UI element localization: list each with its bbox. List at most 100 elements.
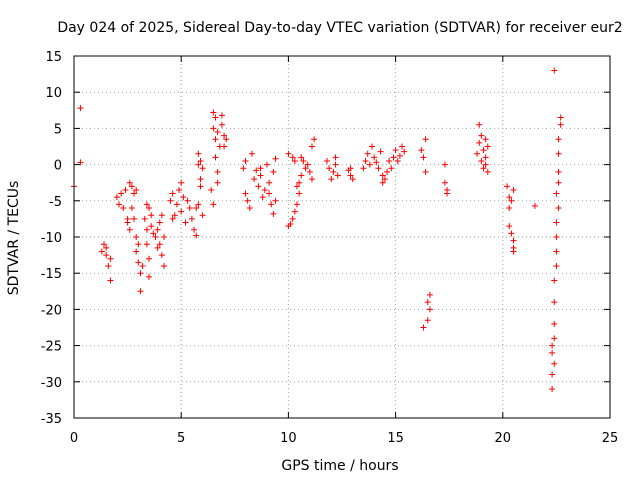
data-point (221, 132, 228, 139)
data-point (255, 183, 262, 190)
data-point (420, 324, 427, 331)
data-point (259, 194, 266, 201)
data-point (77, 105, 84, 112)
data-point (482, 136, 489, 143)
data-point (261, 186, 268, 193)
data-point (186, 205, 193, 212)
data-point (133, 234, 140, 240)
data-point (128, 183, 135, 190)
data-point (150, 230, 157, 237)
x-tick-label: 15 (387, 431, 404, 446)
data-point (420, 154, 427, 161)
data-point (531, 202, 538, 209)
data-point (128, 205, 135, 212)
chart-title: Day 024 of 2025, Sidereal Day-to-day VTE… (57, 20, 622, 36)
data-point (476, 121, 483, 128)
data-point (326, 165, 333, 172)
data-point (366, 161, 373, 168)
data-point (510, 237, 517, 244)
data-point (171, 212, 178, 219)
data-point (248, 150, 255, 157)
data-point (360, 165, 367, 172)
data-point (296, 190, 303, 197)
data-point (444, 190, 451, 197)
data-point (308, 143, 315, 150)
y-tick-label: -30 (41, 376, 62, 391)
data-point (418, 147, 425, 154)
data-point (199, 212, 206, 219)
data-point (553, 219, 560, 226)
grid-lines (74, 56, 610, 418)
data-point (390, 154, 397, 161)
data-point (441, 179, 448, 186)
x-axis-label: GPS time / hours (281, 458, 398, 474)
data-point (373, 159, 380, 166)
data-point (289, 154, 296, 161)
data-point (330, 168, 337, 175)
data-point (191, 226, 198, 233)
data-point (176, 186, 183, 193)
data-point (551, 360, 558, 367)
plot-frame (73, 55, 611, 419)
data-point (246, 205, 253, 212)
data-point (116, 201, 123, 208)
data-point (169, 215, 176, 222)
data-point (557, 114, 564, 121)
data-point (553, 262, 560, 269)
data-point (103, 244, 110, 251)
data-point (208, 186, 215, 193)
data-point (148, 212, 155, 219)
data-point (510, 248, 517, 255)
data-point (214, 129, 221, 136)
data-point (549, 371, 556, 378)
data-point (332, 161, 339, 168)
data-point (293, 183, 300, 190)
data-point (369, 143, 376, 150)
data-point (146, 255, 153, 262)
data-points (71, 67, 564, 393)
x-tick-label: 20 (495, 431, 512, 446)
data-point (141, 215, 148, 222)
data-point (244, 197, 251, 204)
data-point (154, 226, 161, 233)
data-point (551, 277, 558, 284)
data-point (362, 157, 369, 164)
data-point (107, 277, 114, 284)
data-point (268, 201, 275, 208)
data-point (218, 112, 225, 119)
data-point (139, 262, 146, 269)
data-point (347, 165, 354, 172)
data-point (126, 179, 133, 186)
data-point (506, 223, 513, 230)
data-point (178, 208, 185, 215)
data-point (167, 197, 174, 204)
data-point (394, 157, 401, 164)
data-point (193, 232, 200, 239)
data-point (143, 201, 150, 208)
data-point (266, 179, 273, 186)
data-point (510, 186, 517, 193)
axis-ticks: 0 5 10 15 20 25 15 10 5 0 -5 -10 -15 -20 -25 -30 -35 (41, 50, 619, 446)
data-point (161, 262, 168, 269)
data-point (549, 349, 556, 356)
data-point (555, 179, 562, 186)
data-point (122, 186, 129, 193)
data-point (302, 165, 309, 172)
data-point (197, 183, 204, 190)
data-point (242, 190, 249, 197)
data-point (101, 241, 108, 248)
y-tick-label: -5 (49, 195, 62, 210)
data-point (334, 172, 341, 179)
data-point (103, 252, 110, 259)
data-point (308, 176, 315, 183)
data-point (214, 168, 221, 175)
data-point (272, 155, 279, 162)
data-point (242, 157, 249, 164)
data-point (323, 157, 330, 164)
data-point (555, 150, 562, 157)
data-point (195, 161, 202, 168)
data-point (263, 161, 270, 168)
data-point (426, 306, 433, 313)
data-point (218, 121, 225, 128)
